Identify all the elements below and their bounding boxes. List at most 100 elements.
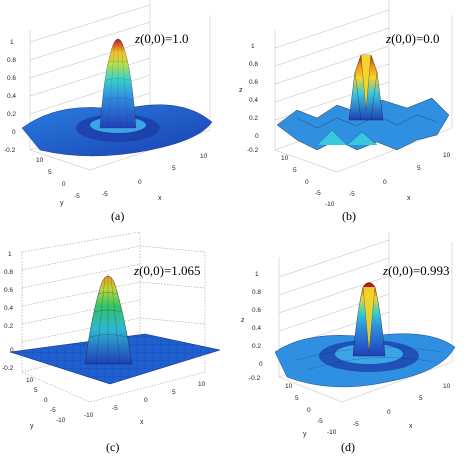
y-tick: -5	[50, 407, 56, 414]
y-tick: -10	[327, 429, 337, 436]
panel-d: 1 0.8 0.6 0.4 0.2 0 -0.2 z 10 5 0 -5 -10…	[237, 232, 474, 464]
z-tick: 1	[255, 271, 259, 278]
surface-plot-b: 1 0.8 0.6 0.4 0.2 0 -0.2 z 10 5 0 -5 -10…	[239, 0, 453, 208]
caption-a: (a)	[111, 209, 125, 223]
x-axis-label: x	[407, 195, 411, 202]
z-tick: 1	[8, 251, 12, 258]
annotation-var: z	[386, 31, 392, 46]
z-tick: 0.6	[249, 79, 258, 86]
x-tick: 10	[200, 153, 208, 160]
y-tick: 5	[34, 387, 38, 394]
annotation-var: z	[135, 31, 141, 46]
y-tick: 10	[281, 155, 289, 162]
annotation-c: z(0,0)=1.065	[134, 263, 201, 279]
x-tick: 10	[198, 381, 206, 388]
z-tick: 0.2	[7, 111, 16, 118]
z-tick: 0.8	[4, 269, 13, 276]
annotation-d: z(0,0)=0.993	[383, 263, 450, 279]
x-tick: -5	[102, 191, 108, 198]
x-tick: 10	[443, 152, 451, 159]
z-tick: 0.4	[252, 325, 261, 332]
z-tick: 0	[259, 361, 263, 368]
x-axis-label: x	[158, 195, 162, 202]
z-tick: 0.8	[252, 289, 261, 296]
annotation-b: z(0,0)=0.0	[386, 31, 440, 47]
z-tick: 0	[10, 347, 14, 354]
annotation-var: z	[383, 263, 389, 278]
z-tick: 0.4	[249, 97, 258, 104]
x-tick: 0	[383, 179, 387, 186]
annotation-a: z(0,0)=1.0	[135, 31, 189, 47]
z-tick: 1	[10, 39, 14, 46]
y-axis-label: y	[30, 423, 34, 430]
x-tick: 0	[387, 409, 391, 416]
y-axis-label: y	[303, 431, 307, 438]
z-axis-label: z	[239, 87, 243, 94]
z-tick: 0	[12, 129, 16, 136]
z-tick: 0.4	[7, 93, 16, 100]
x-tick: 5	[417, 165, 421, 172]
z-tick: 0.6	[7, 75, 16, 82]
x-axis-label: x	[140, 419, 144, 426]
annotation-value: (0,0)=1.0	[140, 31, 189, 46]
z-tick: 0.2	[252, 343, 261, 350]
z-tick: 0.4	[4, 305, 13, 312]
annotation-var: z	[134, 263, 140, 278]
y-tick: -5	[317, 418, 323, 425]
z-tick: -0.2	[249, 375, 261, 382]
x-tick: 0	[144, 397, 148, 404]
y-tick: 0	[44, 397, 48, 404]
x-tick: 0	[138, 179, 142, 186]
annotation-value: (0,0)=1.065	[139, 263, 201, 278]
x-tick: -5	[353, 421, 359, 428]
x-tick: -5	[349, 191, 355, 198]
z-tick-labels-a: 1 0.8 0.6 0.4 0.2 0 -0.2	[4, 39, 16, 154]
y-tick: -5	[74, 193, 80, 200]
z-tick: 0.8	[7, 57, 16, 64]
x-tick-labels-a: -5 0 5 10	[102, 153, 208, 198]
z-tick: 0	[255, 133, 259, 140]
panel-a: 1 0.8 0.6 0.4 0.2 0 -0.2 10 5 0 -5 -5 0 …	[0, 0, 237, 232]
surface-plot-c: 1 0.8 0.6 0.4 0.2 0 -0.2 10 5 0 -5 -10 y…	[2, 232, 221, 430]
y-tick: 5	[48, 169, 52, 176]
surface-plot-d: 1 0.8 0.6 0.4 0.2 0 -0.2 z 10 5 0 -5 -10…	[241, 232, 456, 438]
y-tick: 0	[62, 181, 66, 188]
z-tick: -0.2	[4, 147, 16, 154]
z-tick: -0.2	[247, 147, 259, 154]
x-tick: 5	[172, 389, 176, 396]
x-tick: 5	[172, 165, 176, 172]
surface-plot-a: 1 0.8 0.6 0.4 0.2 0 -0.2 10 5 0 -5 -5 0 …	[4, 0, 213, 207]
y-tick: 0	[307, 407, 311, 414]
z-tick: 0.2	[4, 323, 13, 330]
y-tick: 5	[293, 167, 297, 174]
z-tick: 1	[251, 43, 255, 50]
y-tick: 5	[295, 395, 299, 402]
y-tick: 10	[36, 157, 44, 164]
z-tick: 0.6	[252, 307, 261, 314]
z-tick: 0.2	[249, 115, 258, 122]
y-tick: -5	[315, 190, 321, 197]
z-tick: 0.8	[249, 61, 258, 68]
x-axis-label: x	[409, 423, 413, 430]
y-tick: -10	[325, 201, 335, 208]
z-tick: 0.6	[4, 287, 13, 294]
x-tick: 5	[419, 395, 423, 402]
y-axis-label: y	[60, 200, 64, 207]
x-tick: 10	[443, 383, 451, 390]
caption-d: (d)	[341, 440, 355, 454]
y-tick: 10	[26, 377, 34, 384]
x-tick: -5	[112, 405, 118, 412]
annotation-value: (0,0)=0.993	[388, 263, 450, 278]
caption-b: (b)	[342, 209, 356, 223]
y-tick-labels-a: 10 5 0 -5	[36, 157, 80, 200]
panel-c: 1 0.8 0.6 0.4 0.2 0 -0.2 10 5 0 -5 -10 y…	[0, 232, 237, 464]
y-tick: 0	[305, 179, 309, 186]
y-tick: -10	[56, 417, 66, 424]
annotation-value: (0,0)=0.0	[391, 31, 440, 46]
z-tick: -0.2	[2, 365, 14, 372]
caption-c: (c)	[106, 440, 120, 454]
y-tick: 10	[285, 383, 293, 390]
panel-b: 1 0.8 0.6 0.4 0.2 0 -0.2 z 10 5 0 -5 -10…	[237, 0, 474, 232]
x-tick: -10	[84, 412, 94, 419]
z-axis-label: z	[241, 317, 245, 324]
